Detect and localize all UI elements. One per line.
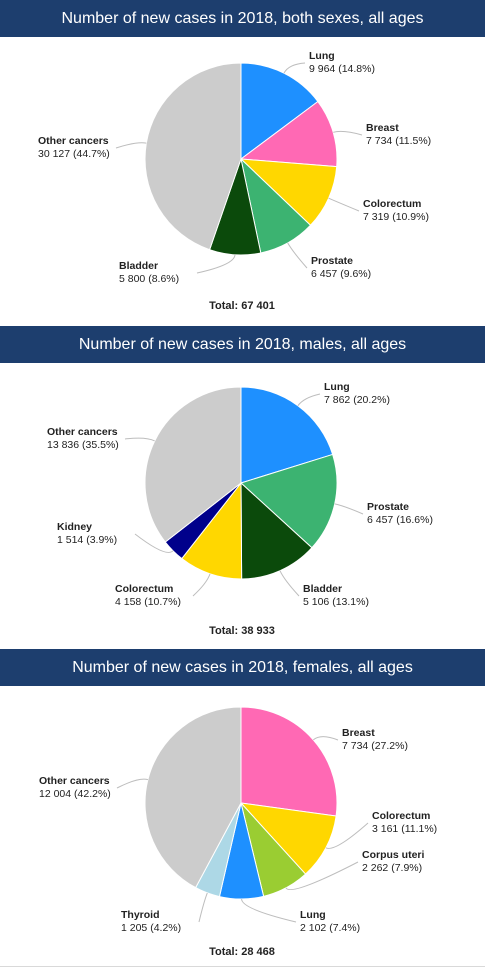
slice-label-bladder: Bladder — [303, 583, 342, 595]
leader-line-colorectum — [192, 573, 211, 597]
slice-value-breast: 7 734 (27.2%) — [342, 740, 408, 752]
slice-value-colorectum: 4 158 (10.7%) — [115, 596, 181, 608]
slice-value-thyroid: 1 205 (4.2%) — [121, 922, 181, 934]
leader-line-kidney — [134, 533, 174, 553]
total-label: Total: 38 933 — [209, 625, 275, 637]
slice-label-other-cancers: Other cancers — [47, 426, 118, 438]
leader-line-thyroid — [198, 892, 208, 923]
slice-label-bladder: Bladder — [119, 260, 158, 272]
leader-line-other-cancers — [116, 778, 149, 789]
leader-line-lung — [297, 393, 321, 407]
leader-line-other-cancers — [115, 142, 147, 149]
slice-label-colorectum: Colorectum — [372, 810, 430, 822]
leader-line-colorectum — [328, 197, 360, 212]
pie-slice-other-cancers[interactable] — [144, 62, 242, 251]
leader-line-colorectum — [325, 822, 369, 849]
chart-title: Number of new cases in 2018, females, al… — [0, 649, 485, 686]
slice-value-lung: 7 862 (20.2%) — [324, 394, 390, 406]
slice-value-kidney: 1 514 (3.9%) — [57, 534, 117, 546]
slice-label-thyroid: Thyroid — [121, 909, 160, 921]
slice-value-lung: 9 964 (14.8%) — [309, 63, 375, 75]
total-label: Total: 67 401 — [209, 300, 275, 312]
pie-slice-breast[interactable] — [239, 100, 338, 168]
slice-value-lung: 2 102 (7.4%) — [300, 922, 360, 934]
slice-value-colorectum: 7 319 (10.9%) — [363, 211, 429, 223]
pie-slice-colorectum[interactable] — [239, 158, 338, 226]
slice-value-bladder: 5 106 (13.1%) — [303, 596, 369, 608]
total-label: Total: 28 468 — [209, 946, 275, 958]
leader-line-prostate — [334, 503, 364, 515]
slice-label-kidney: Kidney — [57, 521, 92, 533]
chart-panel-both-sexes: Number of new cases in 2018, both sexes,… — [0, 0, 485, 326]
slice-label-other-cancers: Other cancers — [38, 135, 109, 147]
slice-label-breast: Breast — [342, 727, 375, 739]
slice-value-other-cancers: 30 127 (44.7%) — [38, 148, 110, 160]
slice-value-corpus-uteri: 2 262 (7.9%) — [362, 862, 422, 874]
pie-slice-lung[interactable] — [240, 386, 334, 484]
leader-line-breast — [333, 130, 363, 136]
slice-value-prostate: 6 457 (16.6%) — [367, 514, 433, 526]
slice-label-lung: Lung — [324, 381, 350, 393]
slice-label-colorectum: Colorectum — [363, 198, 421, 210]
leader-line-corpus-uteri — [285, 861, 359, 891]
slice-label-colorectum: Colorectum — [115, 583, 173, 595]
pie-slice-colorectum[interactable] — [239, 802, 337, 875]
slice-label-corpus-uteri: Corpus uteri — [362, 849, 425, 861]
slice-label-prostate: Prostate — [311, 255, 353, 267]
slice-label-lung: Lung — [309, 50, 335, 62]
slice-label-other-cancers: Other cancers — [39, 775, 110, 787]
leader-line-lung — [283, 62, 306, 74]
pie-slice-other-cancers[interactable] — [144, 386, 242, 543]
pie-slice-prostate[interactable] — [240, 453, 338, 549]
chart-panel-females: Number of new cases in 2018, females, al… — [0, 649, 485, 966]
slice-label-prostate: Prostate — [367, 501, 409, 513]
slice-value-other-cancers: 13 836 (35.5%) — [47, 439, 119, 451]
leader-line-lung — [241, 898, 297, 923]
leader-line-bladder — [196, 254, 236, 274]
leader-line-prostate — [287, 242, 308, 269]
chart-title: Number of new cases in 2018, males, all … — [0, 326, 485, 363]
slice-label-lung: Lung — [300, 909, 326, 921]
chart-panel-males: Number of new cases in 2018, males, all … — [0, 326, 485, 649]
slice-label-breast: Breast — [366, 122, 399, 134]
leader-line-breast — [312, 736, 339, 741]
leader-line-bladder — [279, 570, 300, 597]
slice-value-other-cancers: 12 004 (42.2%) — [39, 788, 111, 800]
pie-slice-lung[interactable] — [240, 62, 319, 160]
slice-value-breast: 7 734 (11.5%) — [366, 135, 431, 147]
slice-value-bladder: 5 800 (8.6%) — [119, 273, 179, 285]
slice-value-colorectum: 3 161 (11.1%) — [372, 823, 437, 835]
chart-title: Number of new cases in 2018, both sexes,… — [0, 0, 485, 37]
slice-value-prostate: 6 457 (9.6%) — [311, 268, 371, 280]
pie-slice-breast[interactable] — [240, 706, 338, 817]
leader-line-other-cancers — [124, 437, 155, 442]
